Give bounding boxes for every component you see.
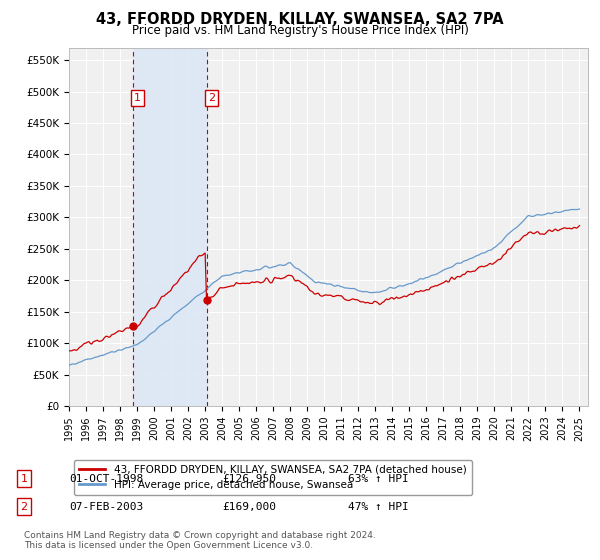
Text: 63% ↑ HPI: 63% ↑ HPI: [348, 474, 409, 484]
Text: 1: 1: [20, 474, 28, 484]
Text: 2: 2: [208, 93, 215, 103]
Text: 01-OCT-1998: 01-OCT-1998: [69, 474, 143, 484]
Text: Contains HM Land Registry data © Crown copyright and database right 2024.
This d: Contains HM Land Registry data © Crown c…: [24, 530, 376, 550]
Legend: 43, FFORDD DRYDEN, KILLAY, SWANSEA, SA2 7PA (detached house), HPI: Average price: 43, FFORDD DRYDEN, KILLAY, SWANSEA, SA2 …: [74, 460, 472, 495]
Text: 1: 1: [134, 93, 141, 103]
Text: 47% ↑ HPI: 47% ↑ HPI: [348, 502, 409, 512]
Text: Price paid vs. HM Land Registry's House Price Index (HPI): Price paid vs. HM Land Registry's House …: [131, 24, 469, 36]
Text: 07-FEB-2003: 07-FEB-2003: [69, 502, 143, 512]
Text: £126,950: £126,950: [222, 474, 276, 484]
Text: 43, FFORDD DRYDEN, KILLAY, SWANSEA, SA2 7PA: 43, FFORDD DRYDEN, KILLAY, SWANSEA, SA2 …: [96, 12, 504, 27]
Text: 2: 2: [20, 502, 28, 512]
Text: £169,000: £169,000: [222, 502, 276, 512]
Bar: [133, 48, 207, 406]
